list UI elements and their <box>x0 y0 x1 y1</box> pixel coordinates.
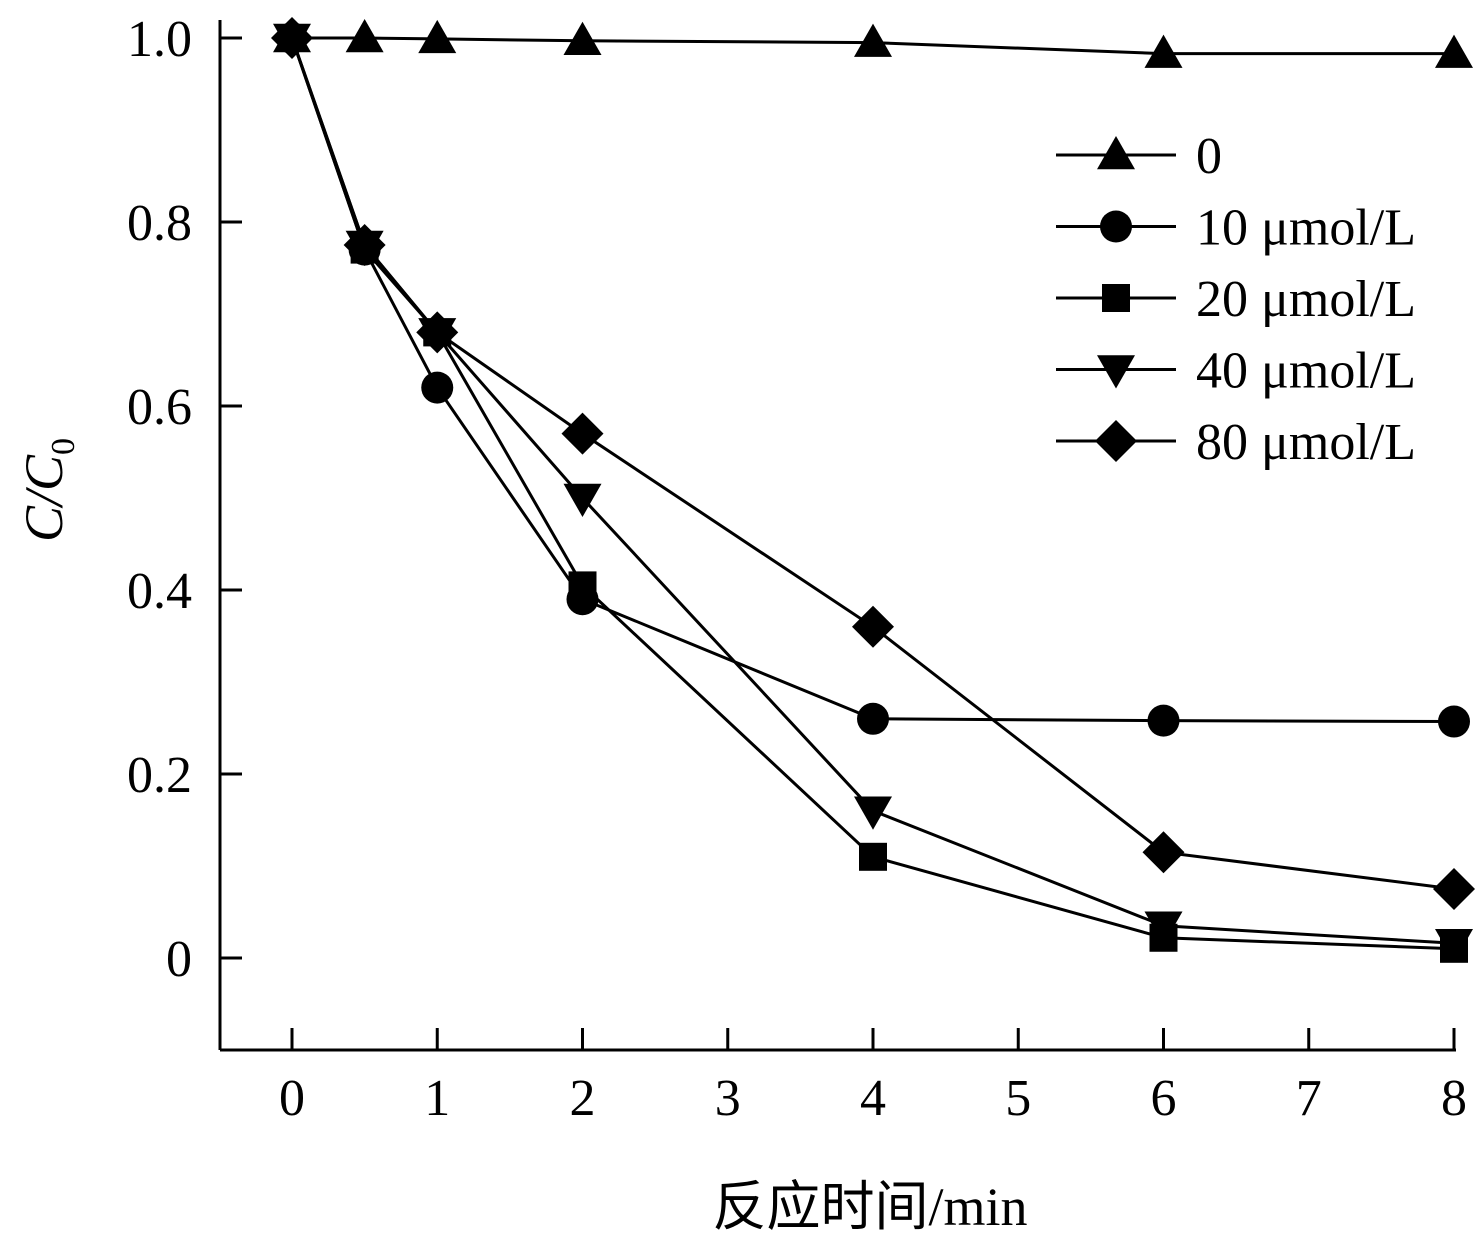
legend-marker-diamond <box>1095 420 1137 462</box>
series-markers <box>271 17 1475 963</box>
y-tick-label: 0.2 <box>127 747 192 804</box>
x-tick-label: 4 <box>860 1070 886 1127</box>
data-point-circle <box>857 702 889 735</box>
x-tick-label: 2 <box>570 1070 596 1127</box>
y-tick-label: 0.6 <box>127 379 192 436</box>
y-axis-title-main: C/C <box>14 454 74 542</box>
x-axis-title: 反应时间/min <box>712 1177 1027 1237</box>
data-point-triangle-up <box>418 19 457 54</box>
data-point-circle <box>421 371 454 404</box>
x-tick-label: 5 <box>1005 1070 1031 1127</box>
x-tick-label: 1 <box>424 1070 450 1127</box>
data-point-triangle-down <box>563 483 602 517</box>
ticks: 0 1 2 3 4 5 6 7 8 0 0.2 0.4 0.6 0.8 1.0 <box>127 11 1467 1127</box>
y-tick-label: 1.0 <box>127 11 192 68</box>
y-tick-label: 0 <box>166 931 192 988</box>
legend-marker-circle <box>1100 210 1132 243</box>
data-point-triangle-up <box>854 23 892 57</box>
legend-label: 40 μmol/L <box>1196 343 1416 400</box>
data-point-triangle-up <box>563 21 602 56</box>
x-tick-label: 7 <box>1296 1070 1322 1127</box>
data-point-triangle-up <box>1144 34 1183 68</box>
x-tick-label: 8 <box>1441 1070 1467 1127</box>
x-tick-label: 3 <box>715 1070 741 1127</box>
data-point-triangle-down <box>854 796 892 830</box>
legend-label: 10 μmol/L <box>1196 200 1416 257</box>
legend-label: 80 μmol/L <box>1196 414 1416 471</box>
data-point-diamond <box>271 17 313 59</box>
data-point-diamond <box>561 412 604 455</box>
legend-label: 0 <box>1196 128 1222 185</box>
y-tick-label: 0.4 <box>127 563 192 620</box>
x-tick-label: 0 <box>279 1070 305 1127</box>
data-point-triangle-up <box>345 19 384 53</box>
data-point-diamond <box>343 224 386 266</box>
data-point-circle <box>1147 704 1180 737</box>
legend-marker-square <box>1102 284 1130 312</box>
data-point-diamond <box>416 311 459 354</box>
legend: 0 10 μmol/L 20 μmol/L 40 μmol/L 80 μmol/L <box>1056 128 1416 471</box>
data-point-triangle-down <box>1144 911 1183 945</box>
y-axis-title: C/C0 <box>14 438 82 542</box>
data-point-diamond <box>1433 868 1475 910</box>
x-tick-label: 6 <box>1151 1070 1177 1127</box>
legend-marker-triangle-down <box>1097 355 1135 389</box>
y-axis-title-subscript: 0 <box>45 438 82 455</box>
legend-marker-triangle-up <box>1097 136 1135 170</box>
data-point-circle <box>1438 705 1470 738</box>
axes <box>218 20 1456 1052</box>
data-point-diamond <box>852 605 894 648</box>
data-point-triangle-down <box>1435 929 1473 963</box>
data-point-diamond <box>1142 831 1185 874</box>
data-point-square <box>568 571 597 600</box>
legend-label: 20 μmol/L <box>1196 271 1416 328</box>
data-point-triangle-up <box>1435 34 1473 68</box>
y-tick-label: 0.8 <box>127 195 192 252</box>
data-point-square <box>859 842 887 871</box>
